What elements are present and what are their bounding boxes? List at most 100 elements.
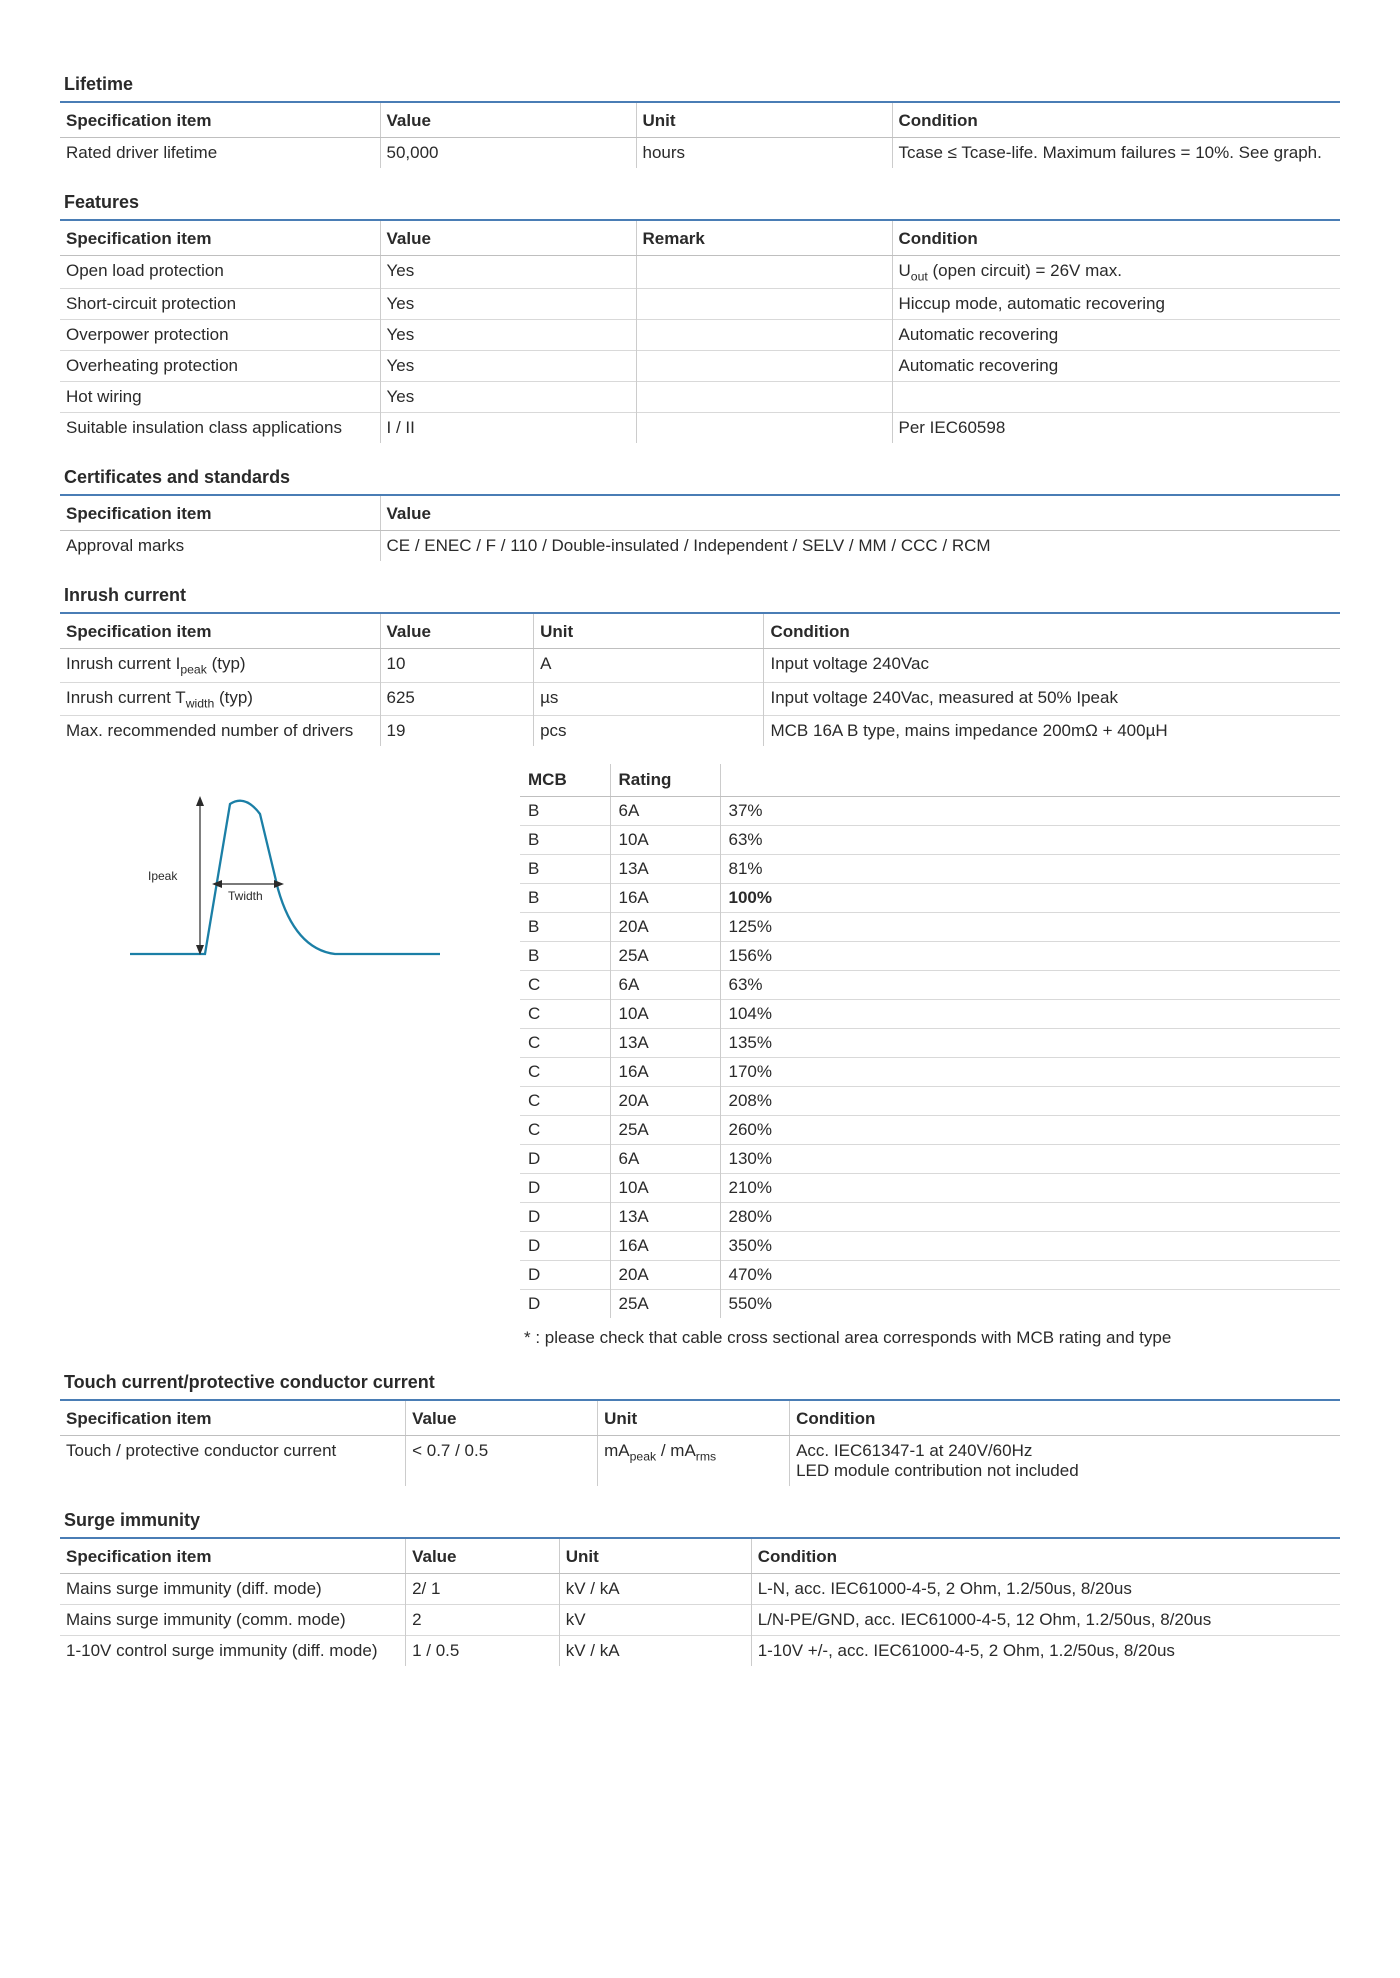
- certs-table: Specification itemValueApproval marksCE …: [60, 496, 1340, 561]
- table-cell: 20A: [610, 913, 720, 942]
- table-cell: Input voltage 240Vac, measured at 50% Ip…: [764, 682, 1340, 715]
- table-cell: B: [520, 884, 610, 913]
- table-cell: Inrush current Ipeak (typ): [60, 649, 380, 682]
- table-cell: Approval marks: [60, 531, 380, 562]
- table-row: B10A63%: [520, 826, 1340, 855]
- table-row: Hot wiringYes: [60, 382, 1340, 413]
- table-cell: kV: [559, 1605, 751, 1636]
- table-cell: Max. recommended number of drivers: [60, 716, 380, 747]
- table-row: Max. recommended number of drivers19pcsM…: [60, 716, 1340, 747]
- table-cell: [636, 320, 892, 351]
- table-cell: 470%: [720, 1261, 1340, 1290]
- table-cell: 50,000: [380, 138, 636, 169]
- table-cell: 6A: [610, 971, 720, 1000]
- table-cell: Overheating protection: [60, 351, 380, 382]
- table-cell: C: [520, 1000, 610, 1029]
- table-cell: A: [534, 649, 764, 682]
- table-cell: 625: [380, 682, 534, 715]
- table-cell: 130%: [720, 1145, 1340, 1174]
- table-cell: < 0.7 / 0.5: [406, 1436, 598, 1487]
- table-cell: I / II: [380, 413, 636, 444]
- table-cell: 100%: [720, 884, 1340, 913]
- table-cell: C: [520, 1029, 610, 1058]
- mcb-table: MCBRatingB6A37%B10A63%B13A81%B16A100%B20…: [520, 764, 1340, 1318]
- table-row: B16A100%: [520, 884, 1340, 913]
- table-cell: 156%: [720, 942, 1340, 971]
- table-row: D16A350%: [520, 1232, 1340, 1261]
- table-cell: 25A: [610, 1116, 720, 1145]
- table-header: Value: [380, 221, 636, 256]
- table-cell: MCB 16A B type, mains impedance 200mΩ + …: [764, 716, 1340, 747]
- table-cell: Input voltage 240Vac: [764, 649, 1340, 682]
- table-cell: 63%: [720, 826, 1340, 855]
- table-header: Condition: [751, 1539, 1340, 1574]
- table-row: Suitable insulation class applicationsI …: [60, 413, 1340, 444]
- table-cell: Per IEC60598: [892, 413, 1340, 444]
- table-cell: 1 / 0.5: [406, 1636, 560, 1667]
- table-cell: kV / kA: [559, 1636, 751, 1667]
- table-cell: Inrush current Twidth (typ): [60, 682, 380, 715]
- table-cell: 104%: [720, 1000, 1340, 1029]
- table-cell: D: [520, 1261, 610, 1290]
- table-row: C6A63%: [520, 971, 1340, 1000]
- table-header: Value: [406, 1539, 560, 1574]
- table-cell: 280%: [720, 1203, 1340, 1232]
- table-header: Value: [380, 496, 1340, 531]
- table-header: Unit: [559, 1539, 751, 1574]
- table-cell: 63%: [720, 971, 1340, 1000]
- table-cell: Mains surge immunity (diff. mode): [60, 1574, 406, 1605]
- table-row: B20A125%: [520, 913, 1340, 942]
- table-cell: B: [520, 913, 610, 942]
- table-cell: B: [520, 826, 610, 855]
- table-row: Open load protectionYesUout (open circui…: [60, 256, 1340, 289]
- table-cell: 20A: [610, 1087, 720, 1116]
- table-cell: Yes: [380, 256, 636, 289]
- table-header: MCB: [520, 764, 610, 797]
- table-cell: Automatic recovering: [892, 320, 1340, 351]
- table-cell: Overpower protection: [60, 320, 380, 351]
- table-cell: 210%: [720, 1174, 1340, 1203]
- table-row: Touch / protective conductor current< 0.…: [60, 1436, 1340, 1487]
- table-row: Mains surge immunity (comm. mode)2kVL/N-…: [60, 1605, 1340, 1636]
- table-cell: [636, 289, 892, 320]
- table-cell: [892, 382, 1340, 413]
- section-title-touch: Touch current/protective conductor curre…: [60, 1366, 1340, 1401]
- table-row: Inrush current Ipeak (typ)10AInput volta…: [60, 649, 1340, 682]
- table-header: Unit: [534, 614, 764, 649]
- table-cell: 550%: [720, 1290, 1340, 1319]
- table-header: Value: [406, 1401, 598, 1436]
- table-cell: Hiccup mode, automatic recovering: [892, 289, 1340, 320]
- table-header: Remark: [636, 221, 892, 256]
- table-row: Short-circuit protectionYesHiccup mode, …: [60, 289, 1340, 320]
- table-header: Specification item: [60, 496, 380, 531]
- table-row: C13A135%: [520, 1029, 1340, 1058]
- table-cell: [636, 413, 892, 444]
- table-cell: 2: [406, 1605, 560, 1636]
- table-cell: D: [520, 1203, 610, 1232]
- table-cell: Automatic recovering: [892, 351, 1340, 382]
- table-cell: Uout (open circuit) = 26V max.: [892, 256, 1340, 289]
- table-cell: µs: [534, 682, 764, 715]
- table-cell: 13A: [610, 1029, 720, 1058]
- section-title-certs: Certificates and standards: [60, 461, 1340, 496]
- table-cell: Yes: [380, 320, 636, 351]
- table-cell: L-N, acc. IEC61000-4-5, 2 Ohm, 1.2/50us,…: [751, 1574, 1340, 1605]
- table-row: C25A260%: [520, 1116, 1340, 1145]
- table-row: D20A470%: [520, 1261, 1340, 1290]
- table-cell: 81%: [720, 855, 1340, 884]
- table-cell: Yes: [380, 382, 636, 413]
- table-header: Condition: [764, 614, 1340, 649]
- table-row: Inrush current Twidth (typ)625µsInput vo…: [60, 682, 1340, 715]
- table-row: B25A156%: [520, 942, 1340, 971]
- table-row: Mains surge immunity (diff. mode)2/ 1kV …: [60, 1574, 1340, 1605]
- table-header: Value: [380, 103, 636, 138]
- section-title-lifetime: Lifetime: [60, 68, 1340, 103]
- table-cell: hours: [636, 138, 892, 169]
- table-cell: mApeak / mArms: [598, 1436, 790, 1487]
- table-row: Overheating protectionYesAutomatic recov…: [60, 351, 1340, 382]
- table-header: Rating: [610, 764, 720, 797]
- table-cell: Yes: [380, 289, 636, 320]
- table-cell: 208%: [720, 1087, 1340, 1116]
- section-title-inrush: Inrush current: [60, 579, 1340, 614]
- table-cell: 170%: [720, 1058, 1340, 1087]
